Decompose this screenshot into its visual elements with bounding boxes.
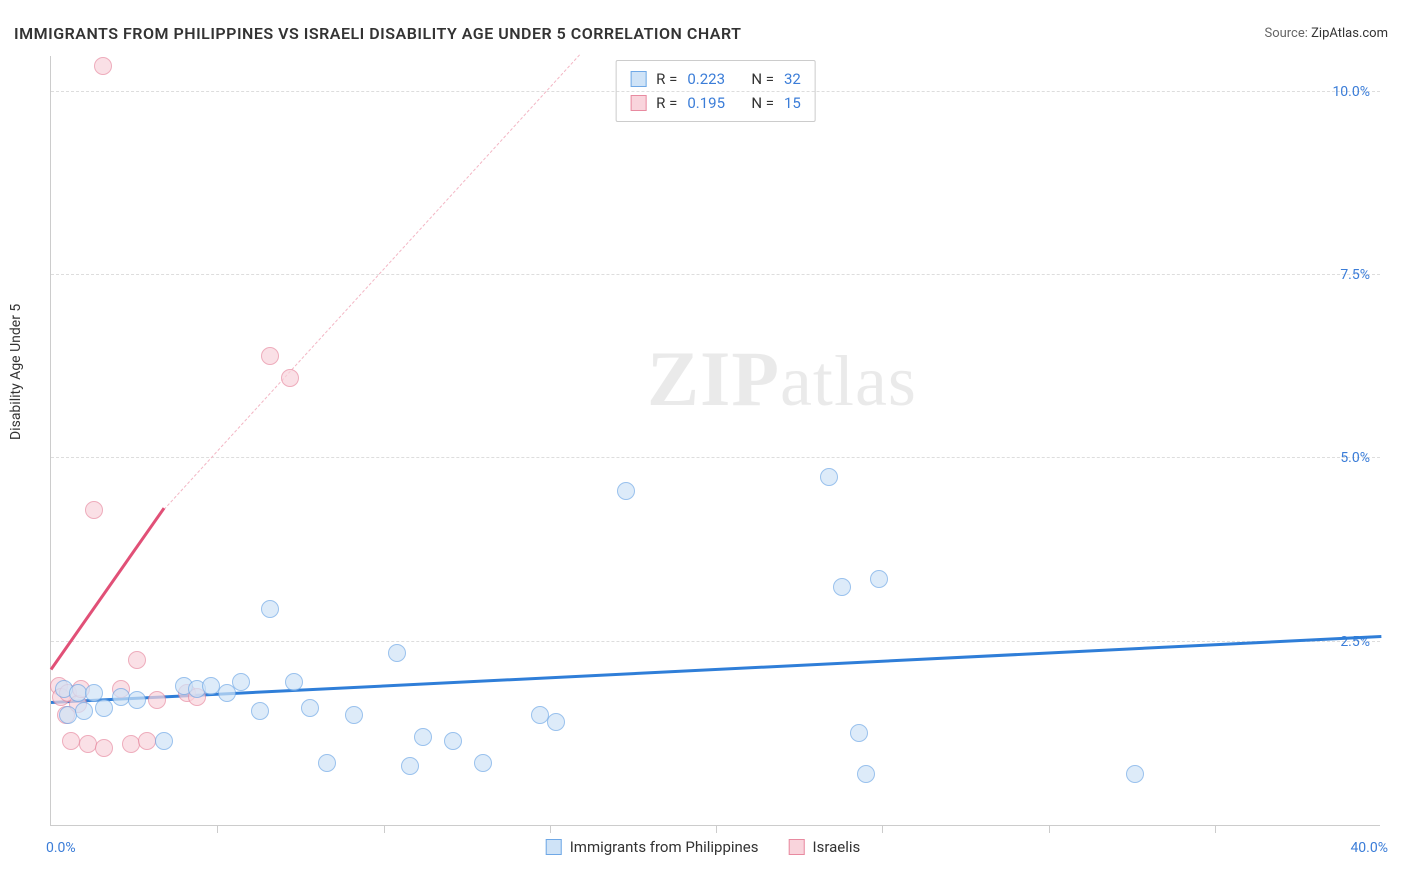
n-value: 15 <box>784 91 801 115</box>
data-point-blue <box>59 706 77 724</box>
data-point-blue <box>850 724 868 742</box>
source-label: Source: <box>1264 26 1311 41</box>
n-label: N = <box>751 91 774 115</box>
stats-swatch-pink <box>630 95 646 111</box>
data-point-pink <box>95 739 113 757</box>
data-point-blue <box>318 754 336 772</box>
data-point-blue <box>444 732 462 750</box>
data-point-blue <box>95 699 113 717</box>
data-point-blue <box>857 765 875 783</box>
legend-label: Israelis <box>813 838 861 856</box>
data-point-pink <box>62 732 80 750</box>
data-point-pink <box>128 651 146 669</box>
watermark: ZIPatlas <box>647 334 917 424</box>
data-point-blue <box>69 684 87 702</box>
grid-line <box>51 274 1380 275</box>
data-point-blue <box>232 673 250 691</box>
stats-row: R = 0.223 N = 32 <box>630 67 801 91</box>
y-tick-label: 7.5% <box>1340 267 1370 283</box>
data-point-blue <box>285 673 303 691</box>
data-point-blue <box>414 728 432 746</box>
legend-label: Immigrants from Philippines <box>570 838 759 856</box>
plot-area: ZIPatlas R = 0.223 N = 32 R = 0.195 N = … <box>50 56 1380 826</box>
x-tick <box>716 825 717 833</box>
data-point-blue <box>301 699 319 717</box>
r-label: R = <box>656 67 677 91</box>
x-tick <box>1049 825 1050 833</box>
source-credit: Source: ZipAtlas.com <box>1264 26 1388 41</box>
y-tick-label: 10.0% <box>1332 84 1370 100</box>
r-value: 0.223 <box>687 67 735 91</box>
watermark-part1: ZIP <box>647 335 780 422</box>
data-point-pink <box>281 369 299 387</box>
bottom-legend: Immigrants from Philippines Israelis <box>538 836 869 858</box>
x-tick <box>384 825 385 833</box>
data-point-pink <box>261 347 279 365</box>
watermark-part2: atlas <box>780 341 917 421</box>
data-point-blue <box>112 688 130 706</box>
data-point-blue <box>820 468 838 486</box>
trend-line <box>164 54 580 509</box>
grid-line <box>51 641 1380 642</box>
r-value: 0.195 <box>687 91 735 115</box>
x-tick <box>882 825 883 833</box>
data-point-blue <box>531 706 549 724</box>
trend-line <box>51 635 1381 704</box>
source-name: ZipAtlas.com <box>1311 26 1388 41</box>
data-point-blue <box>155 732 173 750</box>
data-point-pink <box>122 735 140 753</box>
data-point-pink <box>85 501 103 519</box>
x-tick <box>1215 825 1216 833</box>
legend-item: Israelis <box>789 838 861 856</box>
data-point-blue <box>870 570 888 588</box>
data-point-pink <box>138 732 156 750</box>
stats-row: R = 0.195 N = 15 <box>630 91 801 115</box>
data-point-blue <box>617 482 635 500</box>
x-axis-max-label: 40.0% <box>1350 840 1388 856</box>
trend-line <box>50 507 165 670</box>
data-point-blue <box>547 713 565 731</box>
data-point-blue <box>261 600 279 618</box>
grid-line <box>51 457 1380 458</box>
data-point-pink <box>148 691 166 709</box>
data-point-blue <box>75 702 93 720</box>
data-point-blue <box>388 644 406 662</box>
correlation-chart: IMMIGRANTS FROM PHILIPPINES VS ISRAELI D… <box>0 0 1406 892</box>
legend-item: Immigrants from Philippines <box>546 838 759 856</box>
data-point-pink <box>94 57 112 75</box>
n-value: 32 <box>784 67 801 91</box>
x-axis-min-label: 0.0% <box>46 840 76 856</box>
data-point-blue <box>1126 765 1144 783</box>
x-tick <box>217 825 218 833</box>
data-point-blue <box>251 702 269 720</box>
data-point-blue <box>474 754 492 772</box>
r-label: R = <box>656 91 677 115</box>
data-point-blue <box>128 691 146 709</box>
y-tick-label: 5.0% <box>1340 450 1370 466</box>
grid-line <box>51 91 1380 92</box>
chart-title: IMMIGRANTS FROM PHILIPPINES VS ISRAELI D… <box>14 24 741 43</box>
data-point-blue <box>345 706 363 724</box>
y-axis-label: Disability Age Under 5 <box>8 304 24 440</box>
data-point-blue <box>833 578 851 596</box>
n-label: N = <box>751 67 774 91</box>
data-point-pink <box>79 735 97 753</box>
data-point-blue <box>202 677 220 695</box>
legend-swatch-pink <box>789 839 805 855</box>
data-point-blue <box>401 757 419 775</box>
legend-swatch-blue <box>546 839 562 855</box>
x-tick <box>550 825 551 833</box>
stats-swatch-blue <box>630 71 646 87</box>
